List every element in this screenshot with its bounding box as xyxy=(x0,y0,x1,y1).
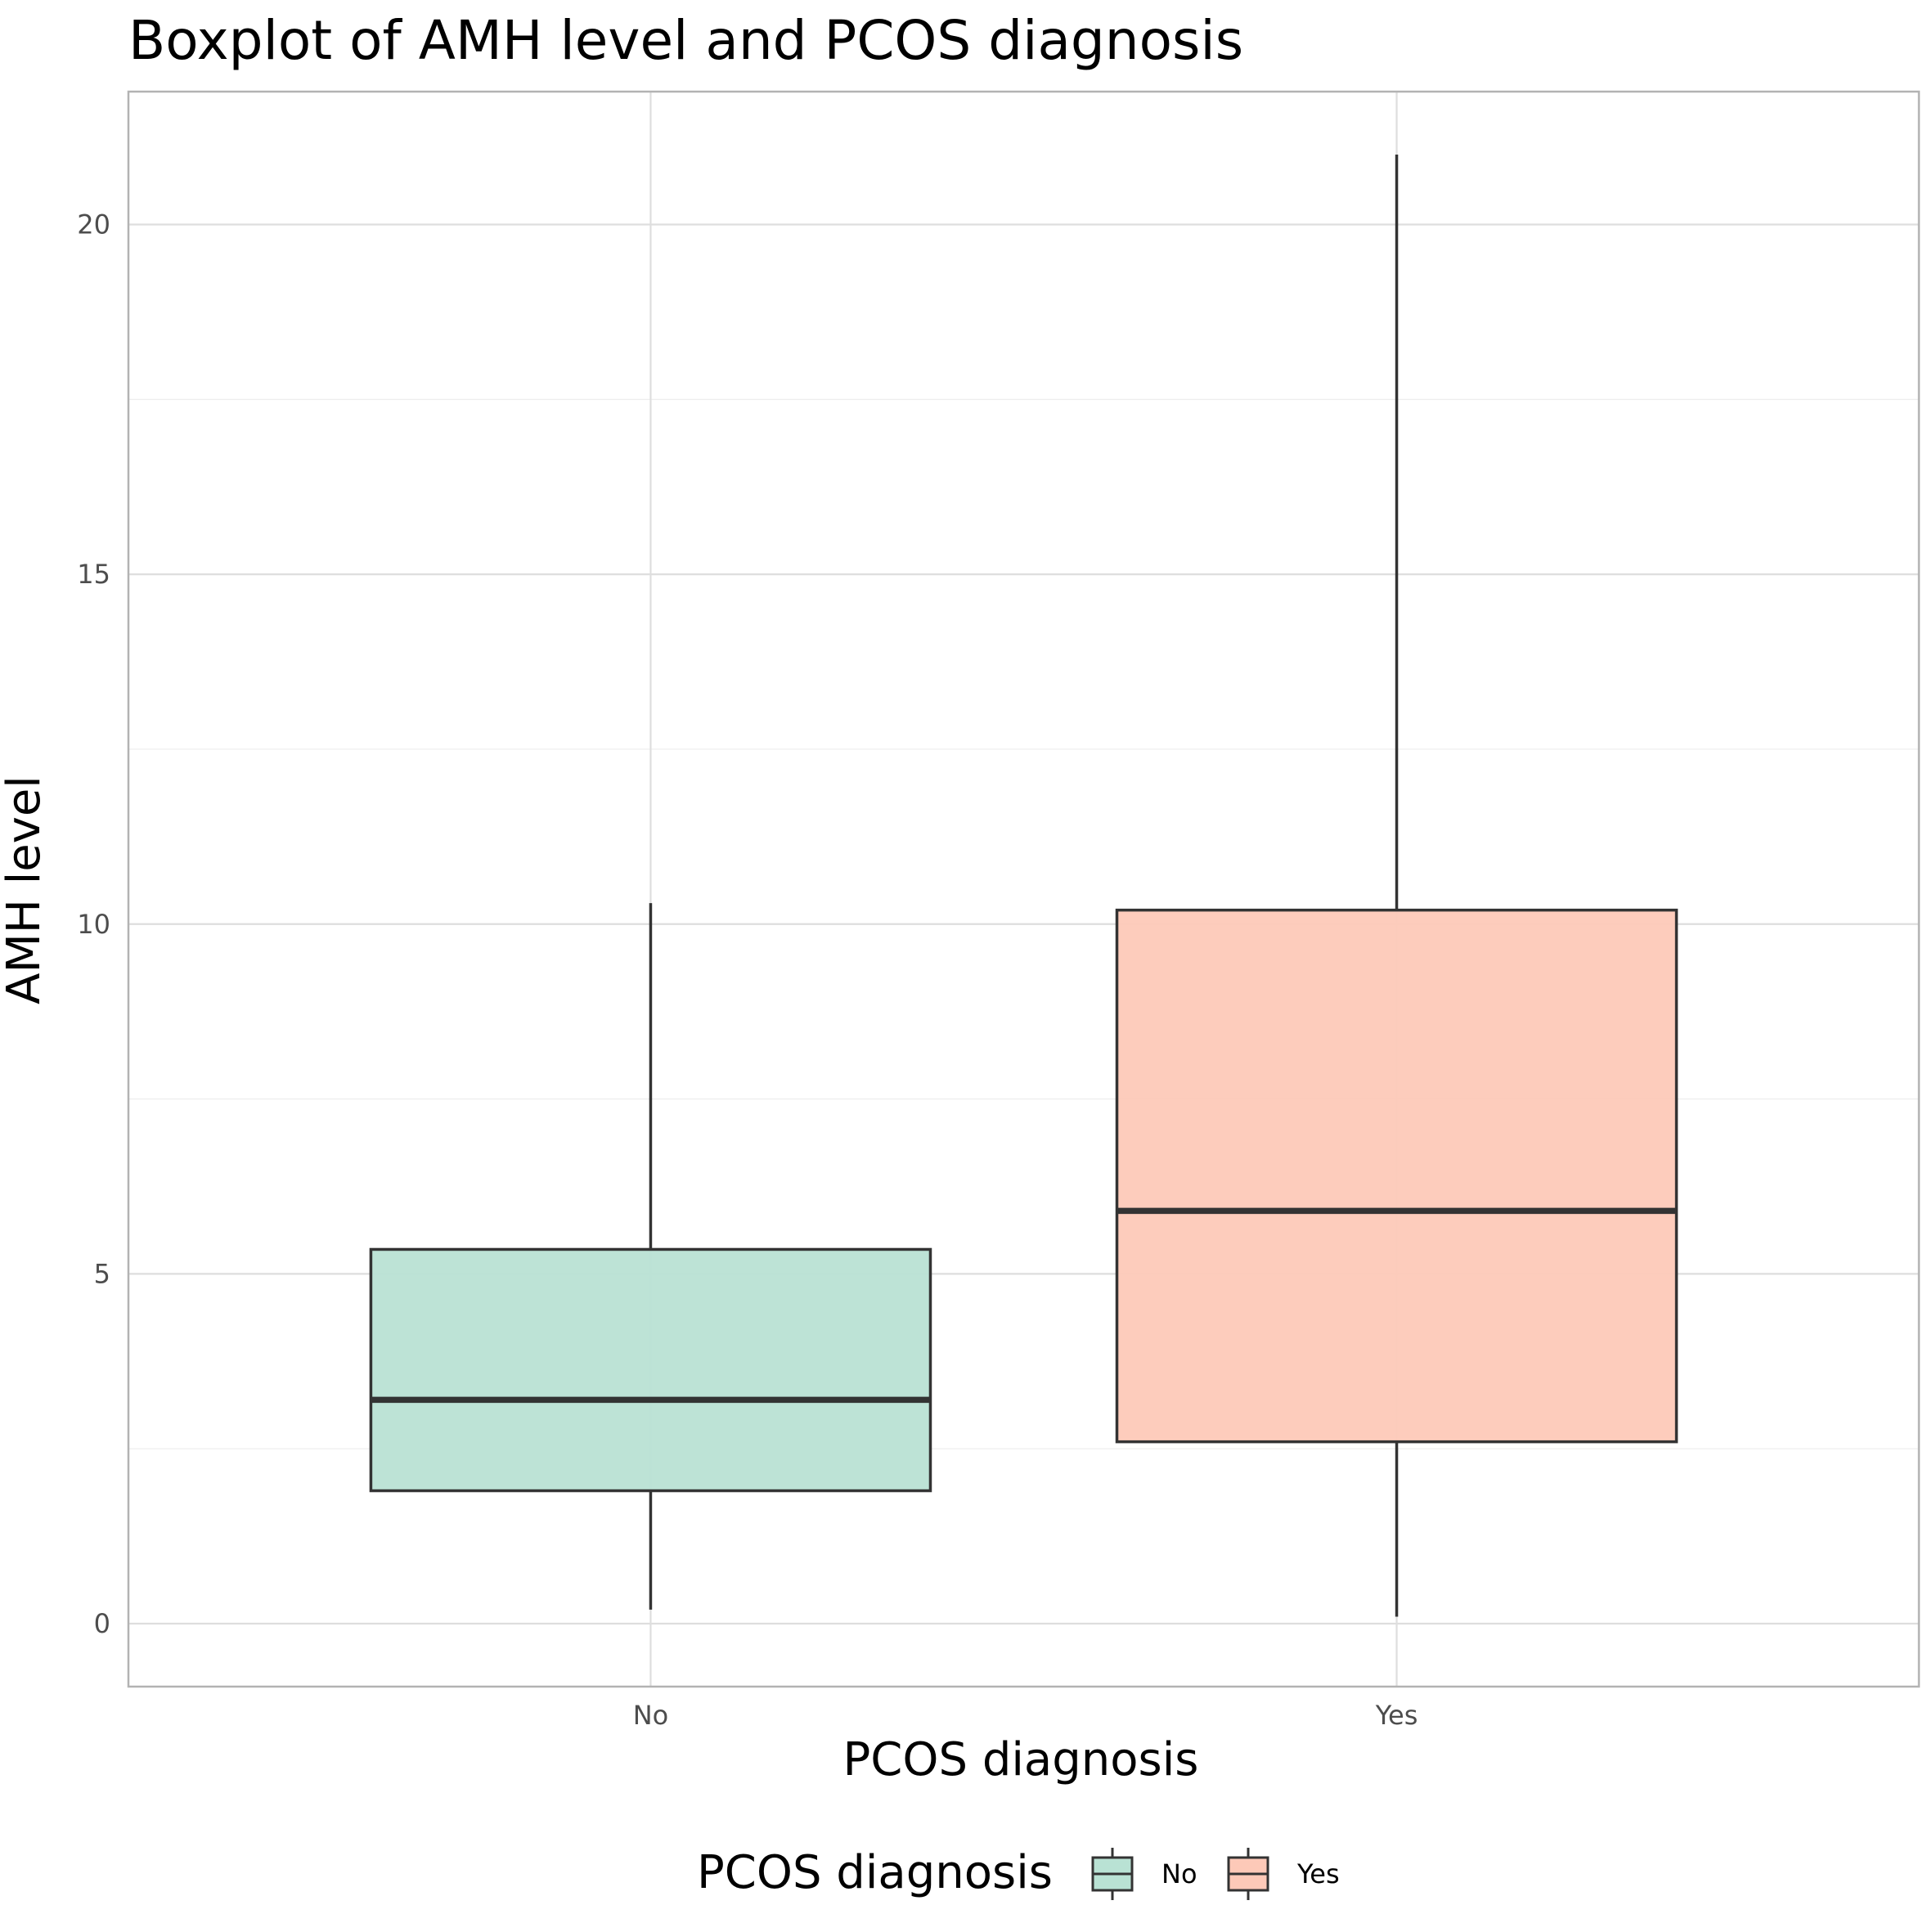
y-tick-label: 20 xyxy=(77,209,110,240)
box-body xyxy=(371,1249,930,1490)
legend-label: No xyxy=(1161,1858,1197,1889)
y-axis-title: AMH level xyxy=(0,775,51,1004)
boxes-layer xyxy=(371,155,1676,1617)
legend-entry-no: No xyxy=(1093,1848,1197,1900)
x-tick-label: No xyxy=(633,1700,669,1731)
x-axis-title: PCOS diagnosis xyxy=(843,1733,1199,1786)
x-tick-label: Yes xyxy=(1375,1700,1418,1731)
box-body xyxy=(1117,910,1677,1442)
y-tick-label: 10 xyxy=(77,909,110,940)
y-tick-label: 5 xyxy=(94,1258,110,1289)
box-yes xyxy=(1117,155,1677,1617)
legend: PCOS diagnosis No Yes xyxy=(697,1846,1340,1900)
box-no xyxy=(371,903,930,1610)
legend-title: PCOS diagnosis xyxy=(697,1846,1053,1899)
legend-label: Yes xyxy=(1296,1858,1340,1889)
chart-title: Boxplot of AMH level and PCOS diagnosis xyxy=(128,9,1243,72)
y-tick-label: 0 xyxy=(94,1608,110,1639)
legend-entry-yes: Yes xyxy=(1229,1848,1340,1900)
y-tick-label: 15 xyxy=(77,559,110,590)
